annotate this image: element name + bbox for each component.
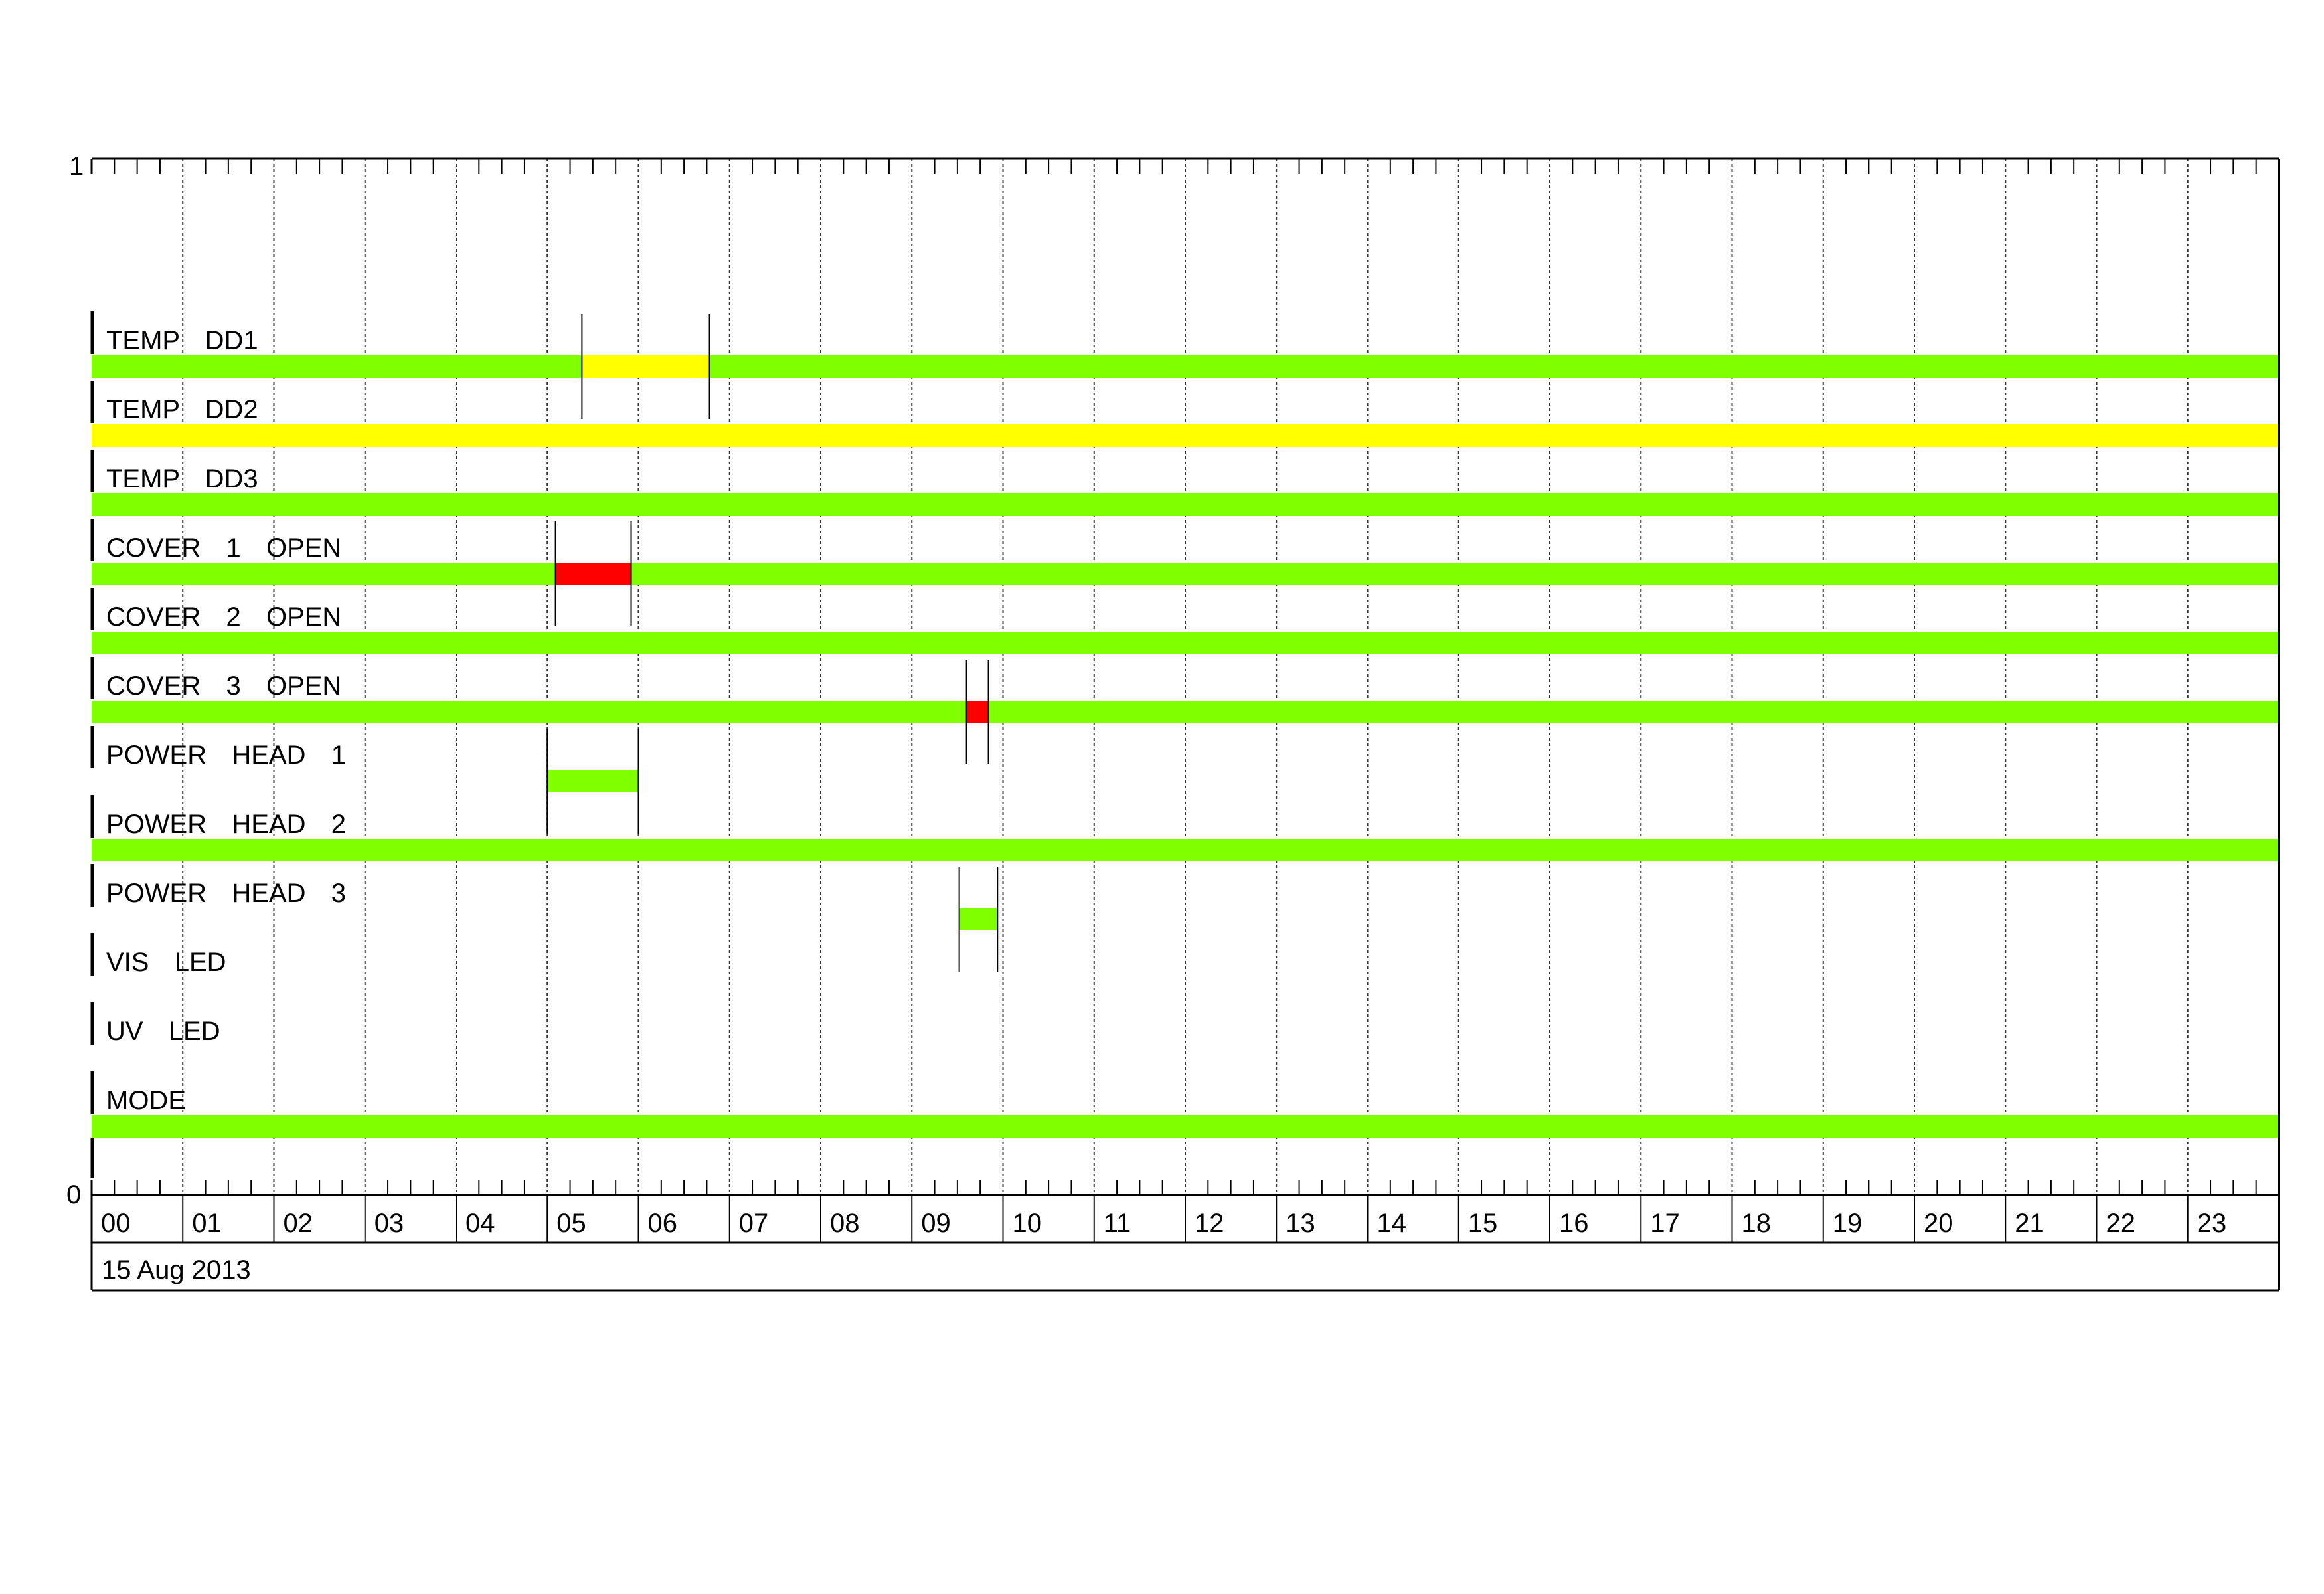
axes: 00 01 02 03 04 05 06 07 08 09 10 11 12 13 14 15 16 17 18 19…	[90, 157, 2280, 1292]
x-tick-label: 06	[648, 1209, 678, 1238]
state-segment-warning	[582, 355, 710, 378]
row-cover-1-open: COVER 1 OPEN	[90, 519, 2279, 626]
state-segment-ok	[92, 355, 582, 378]
row-label: VIS LED	[106, 948, 226, 977]
x-tick-label: 12	[1195, 1209, 1224, 1238]
x-tick-label: 23	[2197, 1209, 2227, 1238]
row-uv-led: UV LED	[90, 1002, 220, 1046]
rows: TEMP DD1 TEMP DD2 TEMP DD3 COVER 1 OPEN COVE…	[90, 311, 2279, 1178]
row-label: TEMP DD2	[106, 395, 258, 424]
state-segment-ok	[547, 770, 639, 792]
state-segment-ok	[631, 563, 2279, 585]
x-tick-label: 01	[192, 1209, 222, 1238]
date-label: 15 Aug 2013	[102, 1255, 251, 1284]
x-tick-label: 13	[1286, 1209, 1315, 1238]
row-label: COVER 1 OPEN	[106, 533, 341, 563]
x-tick-label: 04	[465, 1209, 495, 1238]
y-tick-bottom: 0	[66, 1180, 81, 1209]
state-segment-ok	[92, 632, 2279, 654]
x-tick-label: 03	[374, 1209, 404, 1238]
state-segment-ok	[92, 701, 967, 723]
x-tick-label: 00	[101, 1209, 131, 1238]
row-label: TEMP DD1	[106, 326, 258, 355]
x-tick-label: 22	[2106, 1209, 2136, 1238]
row-label: UV LED	[106, 1017, 220, 1046]
row-cover-3-open: COVER 3 OPEN	[90, 657, 2279, 764]
x-tick-label: 16	[1559, 1209, 1589, 1238]
row-label: POWER HEAD 1	[106, 741, 346, 770]
row-power-head-3: POWER HEAD 3	[90, 864, 999, 972]
state-segment-alarm	[966, 701, 989, 723]
state-segment-ok	[988, 701, 2279, 723]
grid	[182, 159, 2189, 1195]
row-temp-dd2: TEMP DD2	[90, 381, 2279, 447]
x-tick-label: 09	[921, 1209, 951, 1238]
state-segment-ok	[709, 355, 2279, 378]
row-mode: MODE	[90, 1071, 2279, 1138]
state-segment-ok	[92, 839, 2279, 861]
row-power-head-1: POWER HEAD 1	[90, 726, 639, 834]
state-segment-ok	[92, 563, 556, 585]
row-label: MODE	[106, 1086, 186, 1115]
row-power-head-2: POWER HEAD 2	[90, 795, 2279, 861]
y-tick-top: 1	[69, 152, 84, 181]
row-vis-led: VIS LED	[90, 933, 226, 977]
x-tick-label: 20	[1924, 1209, 1953, 1238]
x-tick-label: 05	[556, 1209, 586, 1238]
row-label: TEMP DD3	[106, 464, 258, 493]
x-tick-label: 19	[1833, 1209, 1863, 1238]
row-temp-dd1: TEMP DD1	[90, 311, 2279, 419]
row-label: POWER HEAD 2	[106, 810, 346, 839]
x-tick-label: 14	[1377, 1209, 1407, 1238]
state-segment-warning	[92, 424, 2279, 447]
row-label: COVER 2 OPEN	[106, 602, 341, 632]
row-temp-dd3: TEMP DD3	[90, 450, 2279, 516]
x-tick-label: 18	[1742, 1209, 1772, 1238]
x-tick-label: 21	[2015, 1209, 2044, 1238]
x-tick-label: 02	[284, 1209, 313, 1238]
row-label: COVER 3 OPEN	[106, 671, 341, 701]
state-segment-ok	[959, 908, 998, 930]
x-tick-label: 10	[1013, 1209, 1042, 1238]
state-segment-ok	[92, 1115, 2279, 1138]
x-tick-label: 15	[1468, 1209, 1498, 1238]
x-tick-label: 08	[830, 1209, 860, 1238]
state-segment-alarm	[555, 563, 631, 585]
state-segment-ok	[92, 493, 2279, 516]
x-tick-label: 07	[739, 1209, 769, 1238]
x-tick-label: 11	[1104, 1209, 1131, 1238]
x-tick-label: 17	[1650, 1209, 1680, 1238]
row-label: POWER HEAD 3	[106, 879, 346, 908]
row-cover-2-open: COVER 2 OPEN	[90, 588, 2279, 654]
